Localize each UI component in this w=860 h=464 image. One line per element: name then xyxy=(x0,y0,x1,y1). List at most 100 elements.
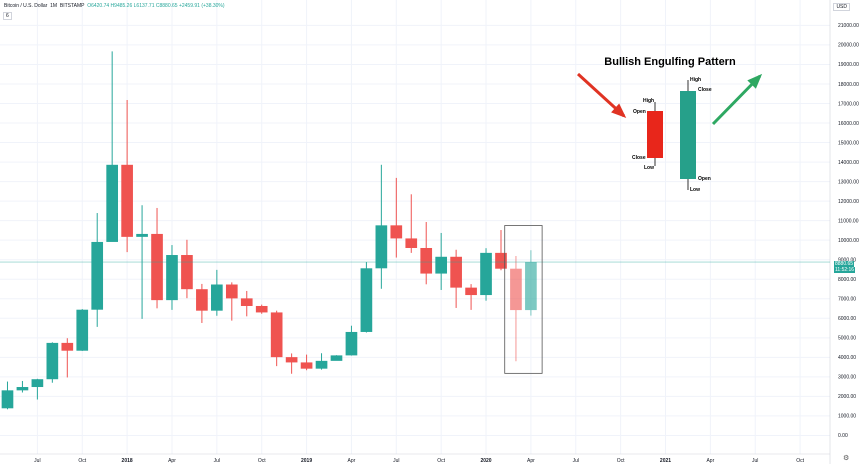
bear-body xyxy=(647,111,663,158)
x-tick-label: Apr xyxy=(348,458,356,464)
candle xyxy=(31,378,44,400)
x-tick-label: Jul xyxy=(393,458,399,464)
countdown-tag: 11:52:16 xyxy=(834,267,856,273)
highlight-box xyxy=(504,225,543,374)
candle-body xyxy=(196,289,208,311)
y-tick-label: 21000.00 xyxy=(838,23,859,29)
annotation-graphic xyxy=(504,72,763,374)
candle-body xyxy=(525,262,537,311)
candle-body xyxy=(300,362,313,369)
y-tick-label: 17000.00 xyxy=(838,101,859,107)
candle-body xyxy=(106,164,118,242)
candle-body xyxy=(405,238,418,248)
candle-body xyxy=(315,360,328,369)
currency-label[interactable]: USD xyxy=(833,3,850,11)
candle xyxy=(211,269,223,316)
y-tick-label: 12000.00 xyxy=(838,199,859,205)
toggle-label: 6 xyxy=(6,13,9,19)
candle-body xyxy=(166,255,178,301)
candle-body xyxy=(121,164,133,237)
candle-body xyxy=(360,268,373,332)
candle xyxy=(16,380,29,393)
x-tick-label: Oct xyxy=(796,458,804,464)
candle-body xyxy=(345,331,358,356)
candle xyxy=(390,177,403,258)
interval[interactable]: 1M xyxy=(50,3,58,9)
y-tick-label: 2000.00 xyxy=(838,394,856,400)
candle xyxy=(270,310,283,367)
candle-body xyxy=(136,233,148,237)
candle-body xyxy=(240,298,253,306)
x-tick-label: Oct xyxy=(258,458,266,464)
ohlc-values: O6420.74 H9485.26 L6137.71 C8880.65 +245… xyxy=(87,3,225,9)
y-tick-label: 1000.00 xyxy=(838,414,856,420)
x-tick-label: Jul xyxy=(214,458,220,464)
candle-body xyxy=(31,379,44,388)
candle xyxy=(345,325,358,356)
candle xyxy=(91,213,104,327)
candle xyxy=(46,342,59,383)
bear-close-label: Close xyxy=(632,155,646,161)
candle-body xyxy=(510,268,522,311)
bear-open-label: Open xyxy=(633,109,646,115)
x-tick-label: 2020 xyxy=(480,458,491,464)
candle-body xyxy=(255,305,268,313)
candle xyxy=(1,381,14,410)
x-tick-label: Jul xyxy=(34,458,40,464)
candle-body xyxy=(16,387,29,391)
candle-body xyxy=(330,355,343,361)
candle xyxy=(420,222,433,285)
y-tick-label: 15000.00 xyxy=(838,140,859,146)
bear-high-label: High xyxy=(643,98,655,104)
candle xyxy=(240,290,253,317)
candle xyxy=(76,309,89,351)
candle xyxy=(405,194,418,253)
gear-icon[interactable]: ⚙ xyxy=(843,455,850,462)
y-tick-label: 11000.00 xyxy=(838,218,859,224)
candle xyxy=(315,353,328,370)
candle xyxy=(106,51,118,242)
bull-close-label: Close xyxy=(698,87,712,93)
arrow-head xyxy=(611,103,627,119)
candle xyxy=(465,284,477,310)
candle-body xyxy=(151,233,163,301)
candle xyxy=(225,282,238,321)
x-tick-label: 2021 xyxy=(660,458,671,464)
bull-high-label: High xyxy=(690,77,702,83)
y-tick-label: 16000.00 xyxy=(838,121,859,127)
candle xyxy=(196,283,208,323)
candle xyxy=(435,232,448,290)
bear-low-label: Low xyxy=(644,165,654,171)
bull-low-label: Low xyxy=(690,187,700,193)
x-tick-label: Apr xyxy=(168,458,176,464)
y-tick-label: 20000.00 xyxy=(838,43,859,49)
y-tick-label: 10000.00 xyxy=(838,238,859,244)
candle xyxy=(151,207,163,309)
candle-body xyxy=(465,287,477,296)
x-tick-label: 2019 xyxy=(301,458,312,464)
y-tick-label: 3000.00 xyxy=(838,375,856,381)
candle xyxy=(166,245,178,310)
annotation-title: Bullish Engulfing Pattern xyxy=(604,56,736,68)
candle-body xyxy=(181,255,193,290)
candle-body xyxy=(1,390,14,409)
y-tick-label: 6000.00 xyxy=(838,316,856,322)
candle-body xyxy=(450,256,462,288)
candle xyxy=(360,262,373,333)
x-tick-label: Apr xyxy=(706,458,714,464)
candle xyxy=(375,164,388,289)
x-tick-label: 2018 xyxy=(122,458,133,464)
candle-body xyxy=(61,342,74,351)
y-tick-label: 7000.00 xyxy=(838,297,856,303)
arrow-head xyxy=(747,73,763,89)
candle-body xyxy=(225,284,238,299)
candle xyxy=(61,338,74,378)
candle-body xyxy=(375,225,388,269)
candle-body xyxy=(480,252,492,296)
candle xyxy=(181,239,193,299)
candle-body xyxy=(390,225,403,239)
indicator-toggle[interactable]: 6 xyxy=(3,12,12,20)
symbol-name[interactable]: Bitcoin / U.S. Dollar xyxy=(4,3,48,9)
